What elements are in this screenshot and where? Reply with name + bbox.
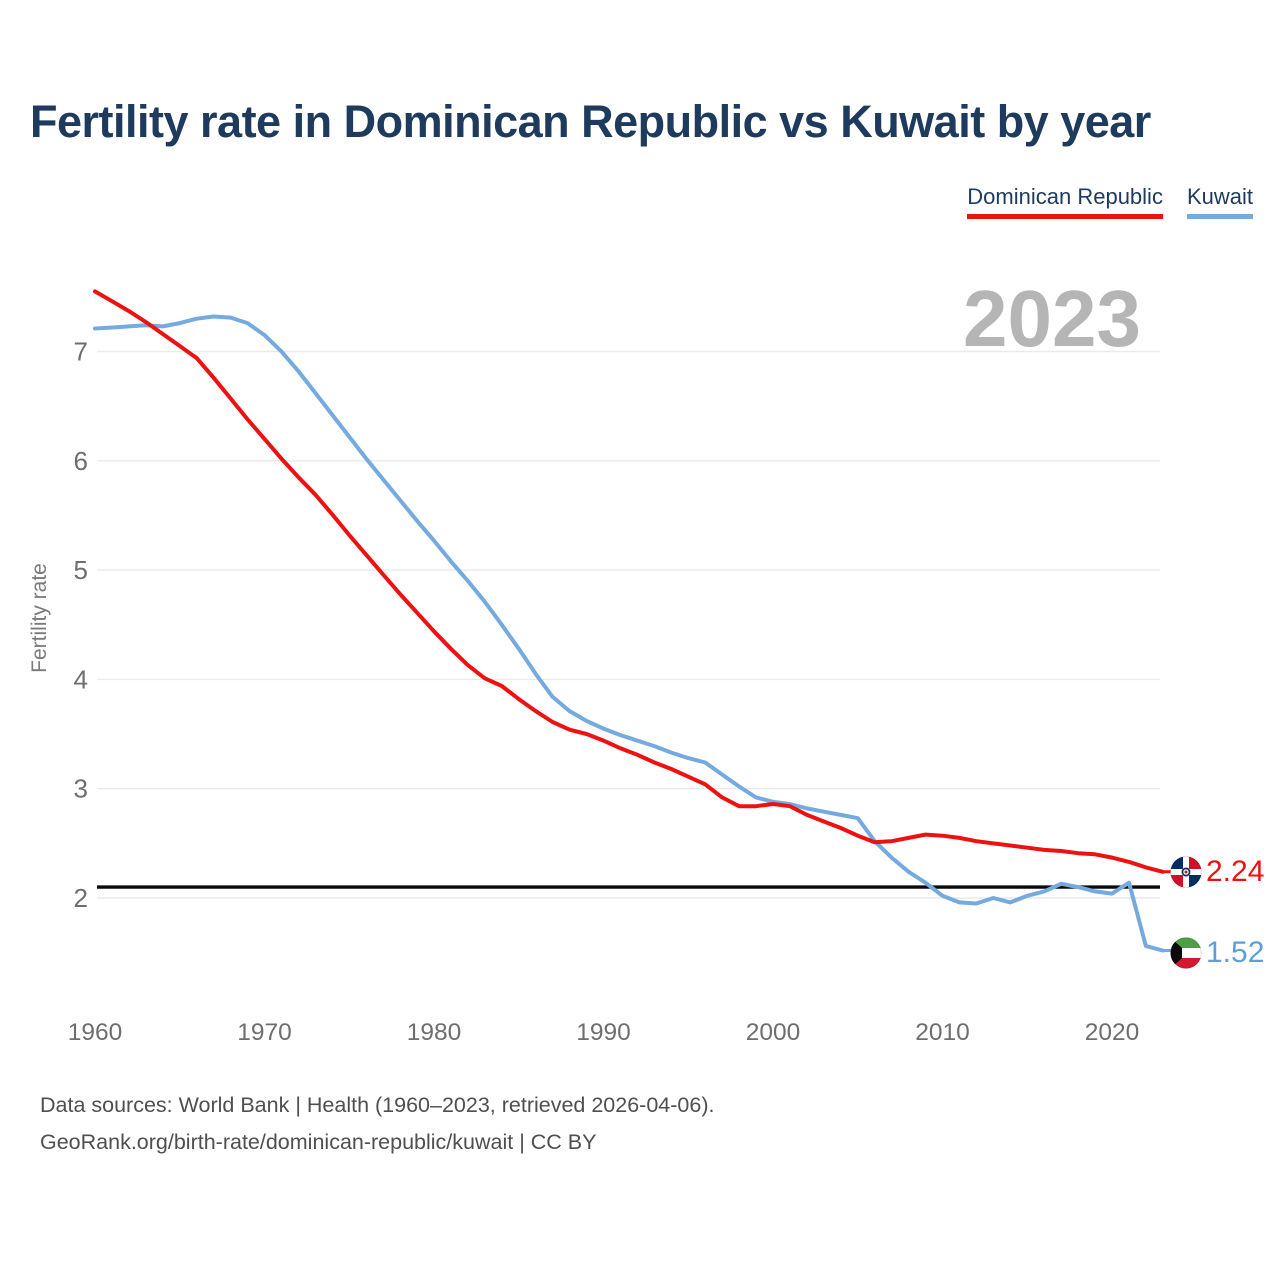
dominican-republic-flag-icon	[1170, 856, 1202, 888]
end-value-kuwait: 1.52	[1206, 936, 1265, 969]
source-line-2: GeoRank.org/birth-rate/dominican-republi…	[40, 1130, 597, 1154]
y-tick-label: 2	[74, 883, 88, 913]
x-tick-label: 2020	[1085, 1019, 1140, 1046]
x-tick-label: 1980	[407, 1019, 462, 1046]
x-tick-label: 1990	[576, 1019, 631, 1046]
series-line-kuwait	[93, 314, 1165, 953]
x-tick-label: 1970	[237, 1019, 292, 1046]
source-note: Data sources: World Bank | Health (1960–…	[40, 1087, 714, 1161]
x-tick-label: 2010	[915, 1019, 970, 1046]
x-tick-label: 2000	[746, 1019, 801, 1046]
series-line-dominican-republic	[93, 289, 1165, 874]
y-tick-label: 6	[74, 446, 88, 476]
kuwait-flag-icon	[1170, 937, 1202, 969]
watermark-year: 2023	[963, 274, 1141, 363]
y-axis-title: Fertility rate	[28, 563, 51, 673]
legend: Dominican Republic Kuwait	[967, 184, 1253, 219]
legend-item-kuwait[interactable]: Kuwait	[1186, 184, 1253, 219]
y-tick-label: 4	[74, 664, 88, 694]
y-tick-label: 3	[74, 774, 88, 804]
legend-item-dominican-republic[interactable]: Dominican Republic	[967, 184, 1163, 219]
y-tick-label: 7	[74, 337, 88, 367]
y-tick-label: 5	[74, 555, 88, 585]
x-tick-label: 1960	[68, 1019, 123, 1046]
end-value-dominican-republic: 2.24	[1206, 855, 1265, 888]
source-line-1: Data sources: World Bank | Health (1960–…	[40, 1093, 715, 1117]
chart-title: Fertility rate in Dominican Republic vs …	[30, 96, 1151, 147]
